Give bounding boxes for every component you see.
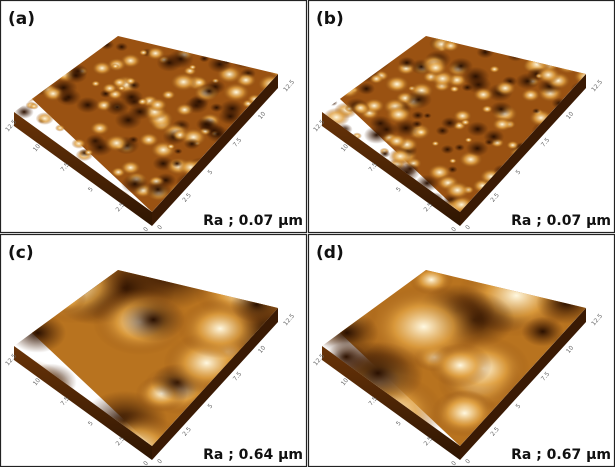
surface-feature <box>536 66 561 83</box>
surface-feature <box>489 65 500 73</box>
surface-feature <box>104 134 129 151</box>
surface-feature <box>483 129 504 144</box>
surface-feature <box>161 90 176 100</box>
surface-feature <box>111 63 119 69</box>
surface-feature <box>449 158 457 164</box>
surface-feature <box>156 54 182 72</box>
surface-feature <box>102 83 118 94</box>
surface-feature <box>56 88 81 106</box>
surface-feature <box>385 105 412 124</box>
panel-label: (d) <box>316 243 344 263</box>
panel: 002.52.5557.57.5101012.512.5(c)Ra ; 0.64… <box>0 235 326 467</box>
surface-feature <box>121 174 149 193</box>
surface-feature <box>441 145 454 154</box>
surface-feature <box>429 343 492 387</box>
surface-feature <box>128 104 151 120</box>
surface-feature <box>473 87 494 102</box>
surface-feature <box>492 117 513 131</box>
surface-feature <box>170 73 197 92</box>
surface-feature <box>532 108 540 114</box>
surface-feature <box>36 112 54 125</box>
panel: 002.52.5557.57.5101012.512.5(a)Ra ; 0.07… <box>1 1 307 234</box>
surface-feature <box>490 101 512 117</box>
panel-label: (c) <box>8 243 34 263</box>
surface-feature <box>389 148 412 164</box>
roughness-label: Ra ; 0.07 μm <box>203 213 303 229</box>
surface-feature <box>92 61 113 76</box>
surface-feature <box>460 119 470 126</box>
surface-feature <box>398 57 415 69</box>
roughness-label: Ra ; 0.67 μm <box>511 447 611 463</box>
surface-feature <box>431 141 439 147</box>
surface-feature <box>358 83 375 95</box>
surface-feature <box>424 60 447 76</box>
surface-feature <box>138 132 159 147</box>
surface-feature <box>122 298 185 342</box>
surface-feature <box>198 84 220 99</box>
surface-feature <box>189 64 197 70</box>
surface-feature <box>167 144 176 150</box>
surface-feature <box>466 141 489 157</box>
surface-feature <box>84 149 94 156</box>
surface-feature <box>120 89 143 105</box>
surface-feature <box>364 126 389 144</box>
surface-feature <box>494 80 516 95</box>
panel: 002.52.5557.57.5101012.512.5(b)Ra ; 0.07… <box>308 1 615 234</box>
surface-feature <box>71 138 86 149</box>
figure: 002.52.5557.57.5101012.512.5(a)Ra ; 0.07… <box>0 0 615 467</box>
surface-feature <box>175 103 194 116</box>
surface-feature <box>174 148 183 154</box>
surface-feature <box>423 113 431 119</box>
surface-feature <box>444 181 470 199</box>
surface-feature <box>351 101 369 114</box>
surface-feature <box>414 127 429 137</box>
surface-feature <box>384 75 409 93</box>
surface-feature <box>115 42 128 51</box>
surface-feature <box>411 111 424 120</box>
surface-feature <box>184 138 200 149</box>
surface-feature <box>90 121 110 135</box>
surface-feature <box>55 125 65 132</box>
surface-feature <box>454 144 464 151</box>
surface-feature <box>222 82 250 102</box>
roughness-label: Ra ; 0.07 μm <box>511 213 611 229</box>
roughness-label: Ra ; 0.64 μm <box>203 447 303 463</box>
panel-label: (b) <box>316 9 344 29</box>
surface-feature <box>462 67 490 86</box>
surface-feature <box>436 126 450 136</box>
panel-label: (a) <box>8 9 35 29</box>
surface-feature <box>125 77 136 85</box>
surface-feature <box>196 117 217 132</box>
surface-feature <box>120 160 141 175</box>
surface-feature <box>91 80 100 87</box>
